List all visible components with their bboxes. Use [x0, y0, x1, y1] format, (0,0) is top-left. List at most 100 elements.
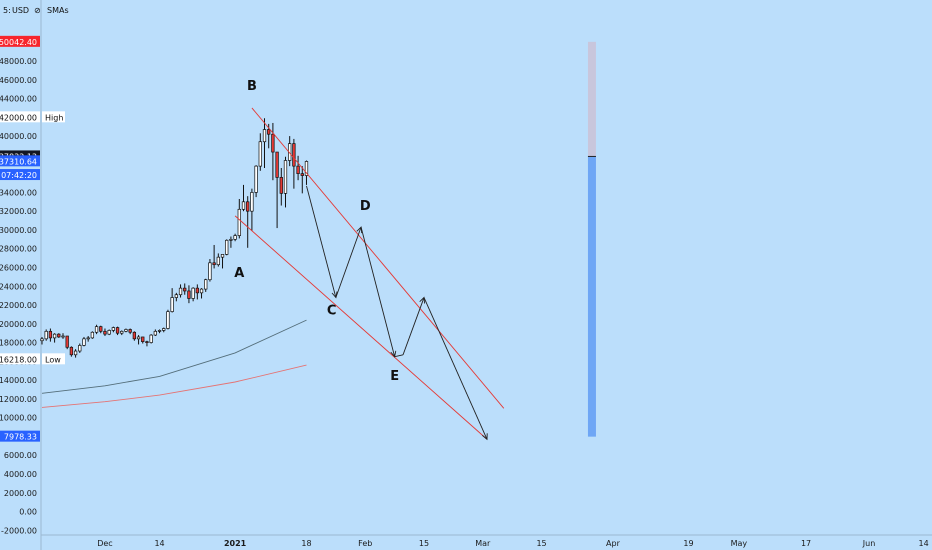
candle-body	[204, 279, 208, 290]
candle-body	[292, 143, 296, 167]
candle-body	[279, 177, 283, 194]
y-tick-label: 20000.00	[0, 320, 37, 329]
candle-body	[229, 238, 233, 241]
candle-body	[69, 346, 74, 356]
y-tick-label: 4000.00	[4, 470, 37, 479]
candle	[246, 196, 250, 248]
price-range-bar[interactable]	[587, 41, 596, 437]
candle	[183, 283, 187, 295]
y-tick-label: 12000.00	[0, 395, 37, 404]
candle	[292, 138, 296, 189]
candle	[73, 349, 78, 358]
range-bar-lower[interactable]	[587, 156, 596, 437]
candle-body	[271, 133, 275, 153]
candle-body	[183, 287, 187, 292]
candle	[187, 285, 191, 304]
candle	[258, 133, 262, 171]
price-tag: 16218.00 Low	[0, 353, 65, 365]
candle	[78, 343, 82, 353]
projection-segment[interactable]	[394, 354, 404, 358]
candle-body	[258, 141, 262, 167]
y-tick-label: 18000.00	[0, 339, 37, 348]
y-tick-label: 34000.00	[0, 188, 37, 197]
candle-body	[48, 330, 53, 339]
x-tick-label: Jun	[862, 539, 876, 548]
candle	[191, 287, 195, 302]
candle-body	[241, 201, 246, 210]
candle	[120, 330, 124, 336]
price-tag-note-box	[42, 111, 65, 123]
candle-body	[187, 290, 191, 299]
candle-body	[208, 262, 212, 281]
channel-lines[interactable]	[234, 107, 505, 440]
price-tag: 42000.00 High	[0, 111, 65, 123]
candle	[153, 329, 158, 337]
candle-body	[304, 161, 309, 176]
channel-trendline[interactable]	[251, 107, 505, 409]
x-tick-label: Dec	[97, 539, 112, 548]
price-tag-box	[0, 155, 40, 167]
x-tick-label: 15	[536, 539, 546, 548]
candle	[145, 340, 149, 347]
candle-body	[61, 335, 65, 338]
candle-body	[225, 239, 229, 255]
legend-symbol: 5:	[3, 6, 11, 15]
candle-body	[86, 337, 90, 340]
candle	[250, 188, 254, 231]
candle-body	[267, 129, 271, 135]
candlestick-series	[40, 118, 309, 358]
candle	[262, 118, 267, 169]
candle	[178, 284, 183, 298]
arrowhead	[419, 296, 426, 304]
candle	[300, 166, 304, 194]
candle-body	[262, 129, 267, 143]
projection-segment[interactable]	[402, 297, 425, 355]
x-tick-label: 17	[801, 539, 811, 548]
candle	[229, 236, 233, 248]
candle-body	[300, 173, 304, 176]
range-bar-upper[interactable]	[587, 41, 596, 157]
projection-segment[interactable]	[306, 185, 337, 298]
price-tag: 37310.64	[0, 155, 40, 167]
wave-labels: B A C D E	[234, 79, 399, 384]
legend: 5: USD ⊘ SMAs	[3, 6, 69, 15]
candle-body	[107, 330, 111, 335]
legend-collapse-icon[interactable]: ⊘	[34, 6, 41, 15]
wave-label: A	[234, 266, 244, 281]
legend-indicator[interactable]: SMAs	[47, 6, 69, 15]
x-tick-label: 14	[919, 539, 929, 548]
candle	[174, 292, 178, 302]
candle-body	[233, 235, 237, 240]
projection-path[interactable]	[306, 185, 488, 441]
sma-slow-line	[41, 364, 307, 408]
price-tag-note: High	[45, 113, 63, 122]
candle-body	[124, 329, 128, 332]
candle	[141, 336, 145, 344]
candle-body	[103, 330, 107, 335]
candle	[44, 329, 48, 341]
candle-body	[120, 330, 124, 334]
candle	[65, 335, 69, 350]
arrowhead	[390, 350, 397, 358]
price-tag-box	[0, 430, 40, 442]
candle	[149, 334, 153, 344]
channel-trendline[interactable]	[234, 215, 488, 440]
candle	[111, 326, 116, 333]
x-tick-label: 19	[683, 539, 693, 548]
projection-segment[interactable]	[335, 226, 362, 298]
candle-body	[237, 208, 241, 236]
y-tick-label: 24000.00	[0, 282, 37, 291]
projection-segment[interactable]	[360, 227, 396, 357]
wave-label: B	[247, 79, 257, 94]
candle-body	[40, 338, 44, 342]
projection-segment[interactable]	[423, 297, 488, 440]
candle-body	[145, 341, 149, 343]
candle-body	[111, 327, 116, 331]
time-axis[interactable]: Dec 14 2021 18 Feb 15 Mar 15 Apr 19 May 17 Jun 14	[97, 539, 928, 548]
candle-body	[157, 330, 162, 332]
candle	[82, 336, 86, 347]
y-tick-label: 6000.00	[4, 451, 37, 460]
price-tag-box	[0, 169, 40, 181]
